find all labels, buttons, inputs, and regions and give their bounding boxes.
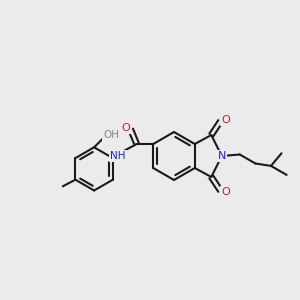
Text: O: O xyxy=(121,123,130,133)
Text: NH: NH xyxy=(110,151,126,161)
Text: O: O xyxy=(221,115,230,125)
Text: O: O xyxy=(221,187,230,197)
Text: N: N xyxy=(218,151,226,161)
Text: OH: OH xyxy=(103,130,119,140)
